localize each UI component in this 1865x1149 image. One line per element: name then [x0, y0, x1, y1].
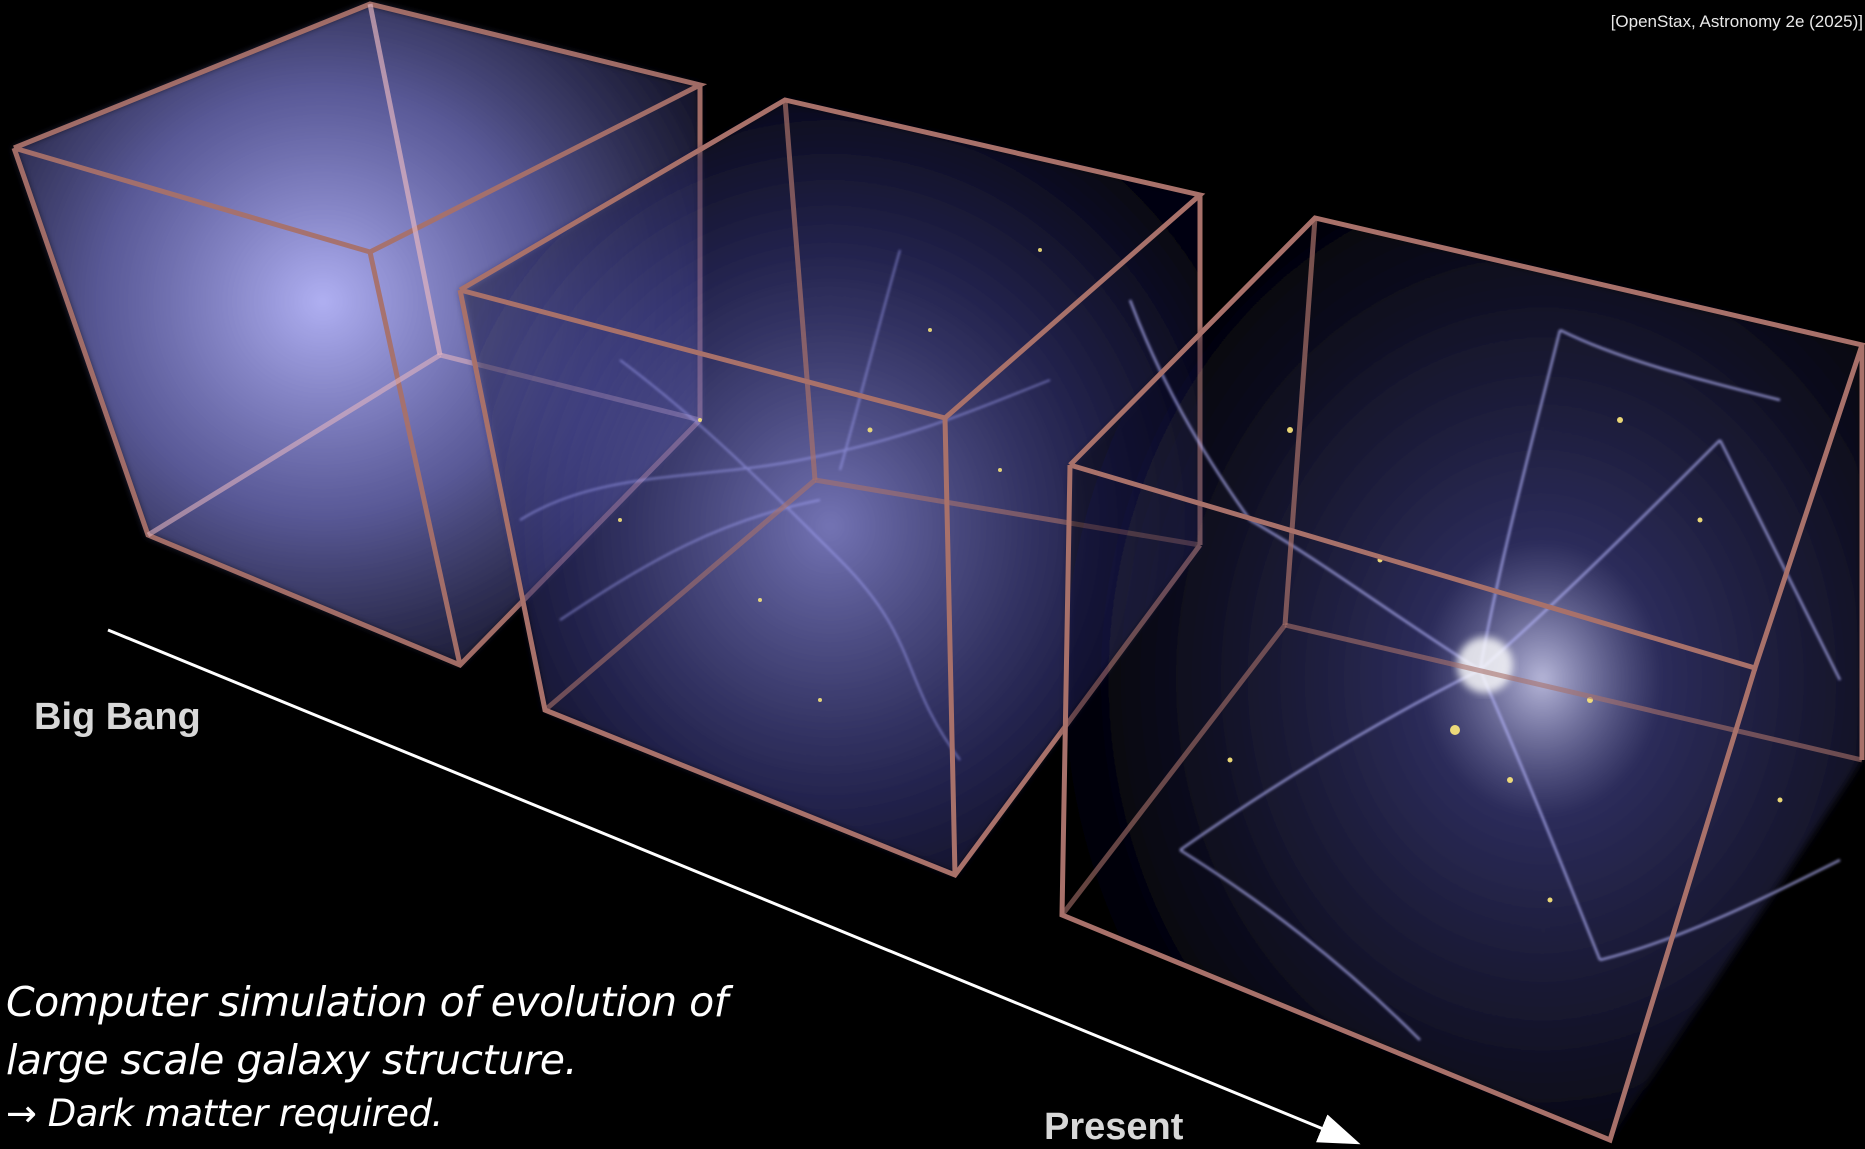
timeline-arrow: [107, 628, 1361, 1145]
filaments-present: [1128, 299, 1842, 1041]
cluster-core: [1457, 637, 1513, 693]
galaxies-present: [1227, 417, 1783, 903]
cube-intermediate: [457, 97, 1206, 879]
citation: [OpenStax, Astronomy 2e (2025)]: [1610, 12, 1863, 31]
cube-present: [1059, 215, 1865, 1144]
timeline-end-label: Present: [1044, 1106, 1184, 1148]
filaments-intermediate: [519, 249, 1051, 761]
caption: Computer simulation of evolution of larg…: [6, 973, 728, 1139]
galaxies-intermediate: [618, 248, 1042, 702]
caption-line-3: → Dark matter required.: [6, 1092, 443, 1135]
caption-line-1: Computer simulation of evolution of: [6, 978, 728, 1026]
caption-line-2: large scale galaxy structure.: [6, 1036, 578, 1084]
cube-intermediate-fill: [460, 100, 1200, 875]
timeline-start-label: Big Bang: [34, 696, 201, 738]
